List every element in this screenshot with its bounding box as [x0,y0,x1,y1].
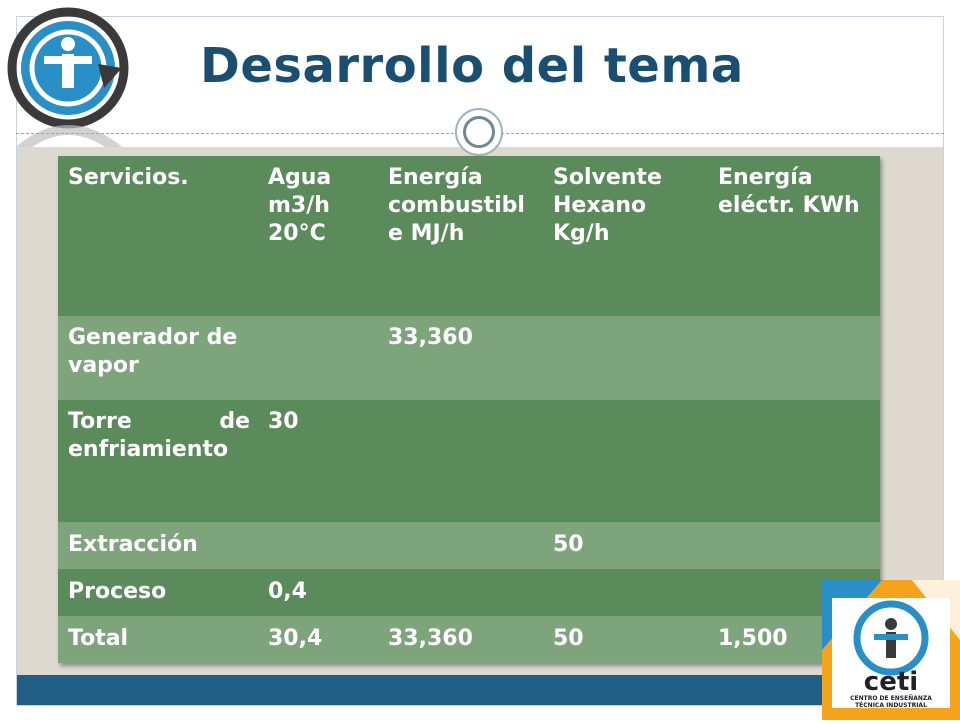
table-cell [378,522,543,569]
ceti-logo-icon: ceti CENTRO DE ENSEÑANZA TÉCNICA INDUSTR… [822,580,960,720]
table-cell: 30,4 [258,616,378,663]
footer-bar [17,675,943,705]
ceti-logo-subtitle-2: TÉCNICA INDUSTRIAL [855,701,927,709]
table-cell: Total [58,616,258,663]
table-cell: 50 [543,522,708,569]
table-cell [543,569,708,616]
table-cell [258,316,378,400]
table-cell [378,400,543,522]
table-cell [708,400,880,522]
table-cell: 30 [258,400,378,522]
ceti-logo-text: ceti [864,667,918,697]
header-cell: Servicios. [58,156,258,316]
table-header-row: Servicios. Agua m3/h 20°C Energía combus… [58,156,880,316]
table-cell [543,400,708,522]
institution-logo-icon [7,7,129,179]
table-cell: 50 [543,616,708,663]
circle-ornament-icon [455,108,503,156]
table-cell: Proceso [58,569,258,616]
table-cell [378,569,543,616]
table-cell: 0,4 [258,569,378,616]
ceti-logo: ceti CENTRO DE ENSEÑANZA TÉCNICA INDUSTR… [822,580,960,720]
table-cell [258,522,378,569]
header-cell: Energía combustible MJ/h [378,156,543,316]
header-cell: Solvente Hexano Kg/h [543,156,708,316]
table-cell [708,522,880,569]
table-row: Extracción 50 [58,522,880,569]
table-cell: Generador de vapor [58,316,258,400]
table-row: Total 30,4 33,360 50 1,500 [58,616,880,663]
table-row: Proceso 0,4 [58,569,880,616]
table-row: Torre de enfriamiento 30 [58,400,880,522]
table-cell: 33,360 [378,316,543,400]
table-cell: 33,360 [378,616,543,663]
page-title: Desarrollo del tema [200,38,744,94]
ceti-logo-subtitle-1: CENTRO DE ENSEÑANZA [850,695,932,702]
table-row: Generador de vapor 33,360 [58,316,880,400]
table-cell [543,316,708,400]
services-table: Servicios. Agua m3/h 20°C Energía combus… [58,156,880,663]
header-cell: Agua m3/h 20°C [258,156,378,316]
table-cell: Extracción [58,522,258,569]
table-cell [708,316,880,400]
table-cell: Torre de enfriamiento [58,400,258,522]
header-cell: Energía eléctr. KWh [708,156,880,316]
